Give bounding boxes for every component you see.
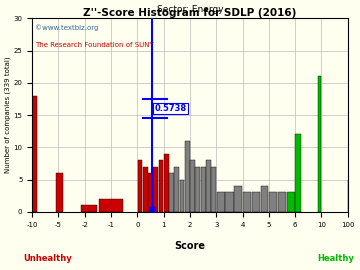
Bar xyxy=(206,160,211,212)
Bar xyxy=(81,205,97,212)
Text: Sector: Energy: Sector: Energy xyxy=(157,5,223,14)
Text: Unhealthy: Unhealthy xyxy=(23,254,72,263)
Text: ©www.textbiz.org: ©www.textbiz.org xyxy=(35,24,99,31)
Bar xyxy=(261,186,269,212)
Bar xyxy=(99,199,123,212)
Bar xyxy=(211,167,216,212)
Bar xyxy=(180,180,184,212)
Bar xyxy=(169,173,174,212)
X-axis label: Score: Score xyxy=(175,241,206,251)
Bar xyxy=(185,141,190,212)
Bar xyxy=(138,160,143,212)
Bar xyxy=(32,96,37,212)
Text: 0.5738: 0.5738 xyxy=(154,104,187,113)
Bar xyxy=(318,76,321,212)
Bar xyxy=(269,193,277,212)
Bar xyxy=(278,193,286,212)
Bar xyxy=(174,167,179,212)
Title: Z''-Score Histogram for SDLP (2016): Z''-Score Histogram for SDLP (2016) xyxy=(83,8,297,18)
Text: Healthy: Healthy xyxy=(318,254,355,263)
Y-axis label: Number of companies (339 total): Number of companies (339 total) xyxy=(4,57,11,173)
Bar xyxy=(195,167,200,212)
Text: The Research Foundation of SUNY: The Research Foundation of SUNY xyxy=(35,42,154,48)
Bar xyxy=(287,193,295,212)
Bar xyxy=(201,167,206,212)
Bar xyxy=(296,134,301,212)
Bar xyxy=(243,193,251,212)
Bar xyxy=(56,173,63,212)
Bar xyxy=(159,160,163,212)
Bar xyxy=(225,193,234,212)
Bar xyxy=(252,193,260,212)
Bar xyxy=(148,173,153,212)
Bar xyxy=(190,160,195,212)
Bar xyxy=(143,167,148,212)
Bar xyxy=(234,186,242,212)
Bar xyxy=(164,154,169,212)
Bar xyxy=(217,193,225,212)
Bar xyxy=(153,167,158,212)
